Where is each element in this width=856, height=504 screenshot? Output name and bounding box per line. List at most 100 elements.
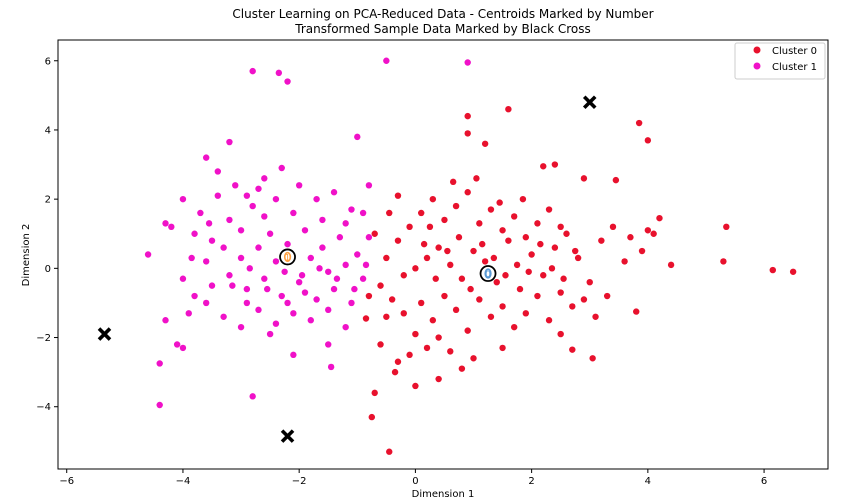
data-point bbox=[510, 213, 518, 220]
data-point bbox=[429, 317, 437, 324]
data-point bbox=[290, 310, 297, 317]
data-point bbox=[470, 355, 477, 362]
data-point bbox=[284, 299, 291, 307]
y-tick-label: 0 bbox=[45, 264, 51, 275]
data-point bbox=[325, 306, 332, 314]
data-point bbox=[569, 346, 576, 353]
data-point bbox=[406, 351, 413, 359]
data-point bbox=[769, 266, 776, 274]
data-point bbox=[272, 320, 280, 327]
data-point bbox=[249, 202, 256, 210]
data-point bbox=[449, 178, 457, 186]
data-point bbox=[386, 448, 393, 455]
data-point bbox=[638, 247, 646, 255]
data-point bbox=[307, 317, 314, 324]
data-point bbox=[156, 401, 163, 409]
data-point bbox=[313, 195, 320, 203]
data-point bbox=[371, 230, 378, 237]
data-point bbox=[667, 261, 675, 269]
data-point bbox=[621, 258, 628, 265]
data-point bbox=[560, 275, 567, 282]
centroid-1: 1 bbox=[279, 248, 296, 266]
sample-cross-stroke bbox=[280, 429, 295, 443]
data-point bbox=[499, 344, 506, 352]
data-point bbox=[502, 272, 509, 279]
centroid-digit-mark bbox=[283, 251, 292, 263]
data-point bbox=[272, 258, 280, 265]
data-point bbox=[394, 192, 402, 199]
data-point bbox=[589, 355, 596, 362]
data-point bbox=[202, 154, 210, 161]
data-point bbox=[452, 202, 460, 210]
data-point bbox=[319, 244, 326, 251]
data-point bbox=[557, 330, 564, 338]
data-point bbox=[420, 240, 428, 248]
data-point bbox=[342, 220, 349, 227]
x-tick-label: 0 bbox=[412, 476, 418, 487]
data-point bbox=[330, 189, 338, 196]
data-point bbox=[261, 175, 268, 182]
data-point bbox=[418, 209, 425, 217]
data-point bbox=[481, 258, 489, 265]
data-point bbox=[406, 223, 413, 231]
data-point bbox=[609, 223, 617, 231]
data-point bbox=[354, 133, 361, 141]
data-point bbox=[162, 220, 169, 227]
data-point bbox=[499, 227, 506, 234]
legend: Cluster 0 Cluster 1 bbox=[734, 42, 826, 80]
data-point bbox=[226, 216, 233, 224]
data-point bbox=[185, 310, 192, 317]
data-point bbox=[493, 278, 500, 286]
data-point bbox=[307, 254, 314, 262]
data-point bbox=[301, 227, 309, 234]
data-point bbox=[348, 299, 355, 307]
x-tick-label: −6 bbox=[59, 476, 74, 487]
data-point bbox=[557, 289, 564, 296]
data-point bbox=[545, 317, 553, 324]
centroid-0: 0 bbox=[479, 265, 497, 282]
data-point bbox=[580, 175, 588, 182]
data-point bbox=[635, 119, 643, 127]
data-point bbox=[537, 240, 544, 248]
x-axis-label: Dimension 1 bbox=[412, 489, 475, 500]
data-point bbox=[144, 251, 152, 258]
chart-title: Cluster Learning on PCA-Reduced Data - C… bbox=[232, 7, 653, 21]
data-point bbox=[383, 57, 390, 64]
data-point bbox=[327, 363, 335, 371]
data-point bbox=[510, 323, 518, 331]
data-point bbox=[516, 285, 524, 293]
data-point bbox=[551, 161, 559, 168]
data-point bbox=[365, 182, 373, 189]
data-point bbox=[202, 299, 210, 307]
data-point bbox=[612, 176, 620, 184]
data-point bbox=[412, 330, 419, 338]
data-point bbox=[394, 237, 402, 244]
data-point bbox=[188, 254, 195, 262]
data-point bbox=[444, 247, 451, 255]
data-point bbox=[426, 223, 434, 231]
data-point bbox=[371, 389, 378, 397]
data-point bbox=[351, 285, 358, 293]
data-point bbox=[214, 168, 222, 175]
plot-area: 01 bbox=[97, 57, 797, 455]
data-point bbox=[173, 341, 181, 348]
data-point bbox=[644, 137, 652, 144]
data-point bbox=[400, 272, 407, 279]
data-point bbox=[377, 282, 384, 289]
data-point bbox=[278, 292, 285, 300]
data-point bbox=[264, 285, 271, 293]
data-point bbox=[290, 209, 297, 217]
plot-frame bbox=[57, 39, 829, 470]
data-point bbox=[499, 303, 506, 310]
data-point bbox=[179, 195, 187, 203]
chart-subtitle: Transformed Sample Data Marked by Black … bbox=[294, 22, 590, 36]
centroid-digit-mark bbox=[484, 268, 492, 279]
data-point bbox=[295, 182, 303, 189]
data-point bbox=[479, 240, 486, 248]
data-point bbox=[563, 230, 570, 237]
legend-label-cluster-1: Cluster 1 bbox=[772, 62, 817, 73]
data-point bbox=[301, 289, 309, 296]
data-point bbox=[470, 247, 477, 255]
y-tick-label: −4 bbox=[36, 402, 51, 413]
data-point bbox=[557, 223, 564, 231]
